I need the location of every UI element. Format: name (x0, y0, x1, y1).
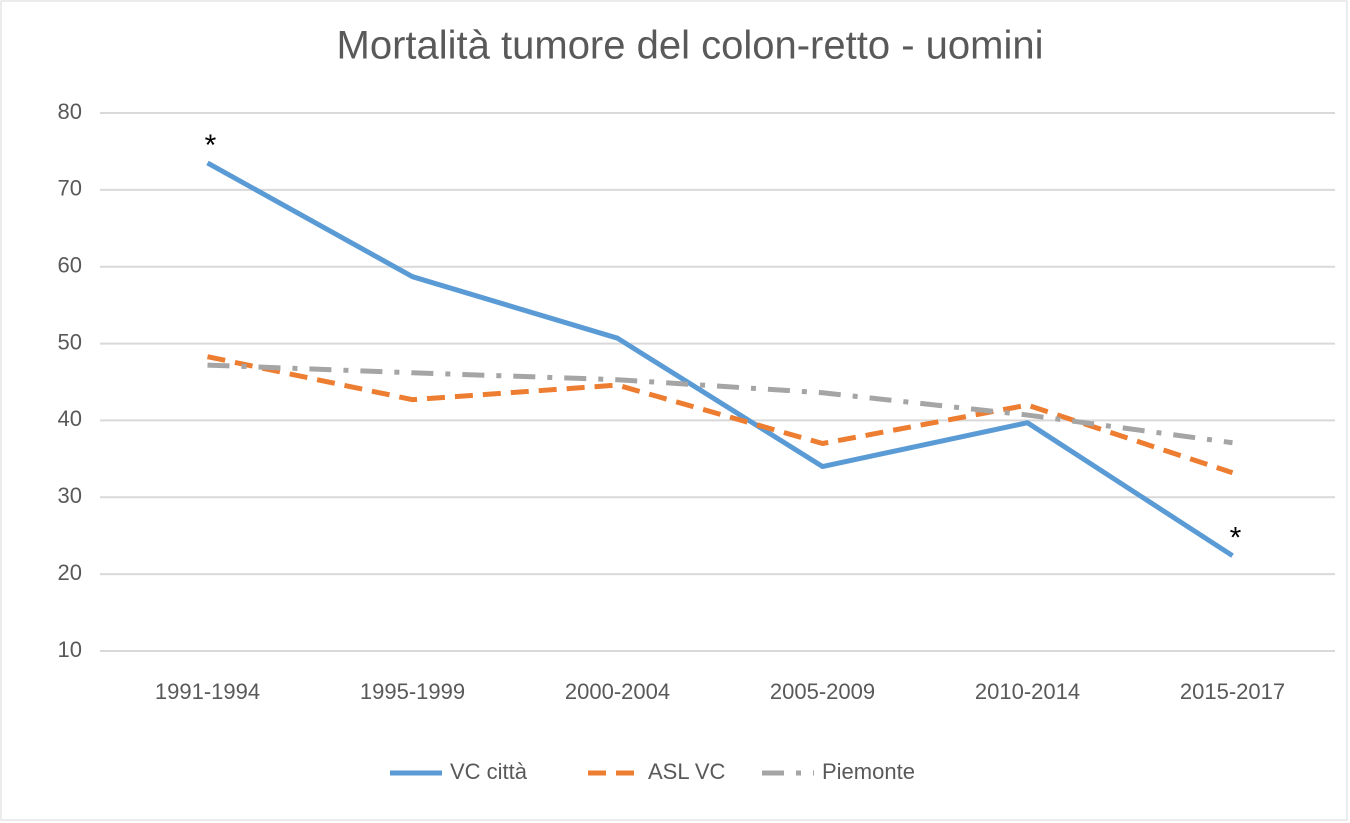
annotation: * (1230, 522, 1242, 555)
annotation: * (205, 129, 217, 162)
y-tick-label: 40 (58, 406, 82, 431)
x-tick-label: 1995-1999 (360, 679, 465, 704)
y-tick-label: 60 (58, 253, 82, 278)
y-tick-label: 50 (58, 329, 82, 354)
series-line (207, 362, 1233, 446)
y-tick-label: 20 (58, 560, 82, 585)
y-tick-label: 10 (58, 637, 82, 662)
legend-label: ASL VC (648, 759, 726, 784)
y-tick-label: 80 (58, 99, 82, 124)
legend-label: VC città (450, 759, 528, 784)
series-line (206, 160, 1234, 558)
y-tick-label: 30 (58, 483, 82, 508)
series-line (206, 354, 1234, 476)
x-tick-label: 2010-2014 (975, 679, 1080, 704)
x-tick-label: 2005-2009 (770, 679, 875, 704)
y-tick-label: 70 (58, 176, 82, 201)
legend-label: Piemonte (822, 759, 915, 784)
x-tick-label: 1991-1994 (155, 679, 260, 704)
x-tick-label: 2000-2004 (565, 679, 670, 704)
chart-title: Mortalità tumore del colon-retto - uomin… (337, 24, 1044, 68)
x-tick-label: 2015-2017 (1180, 679, 1285, 704)
